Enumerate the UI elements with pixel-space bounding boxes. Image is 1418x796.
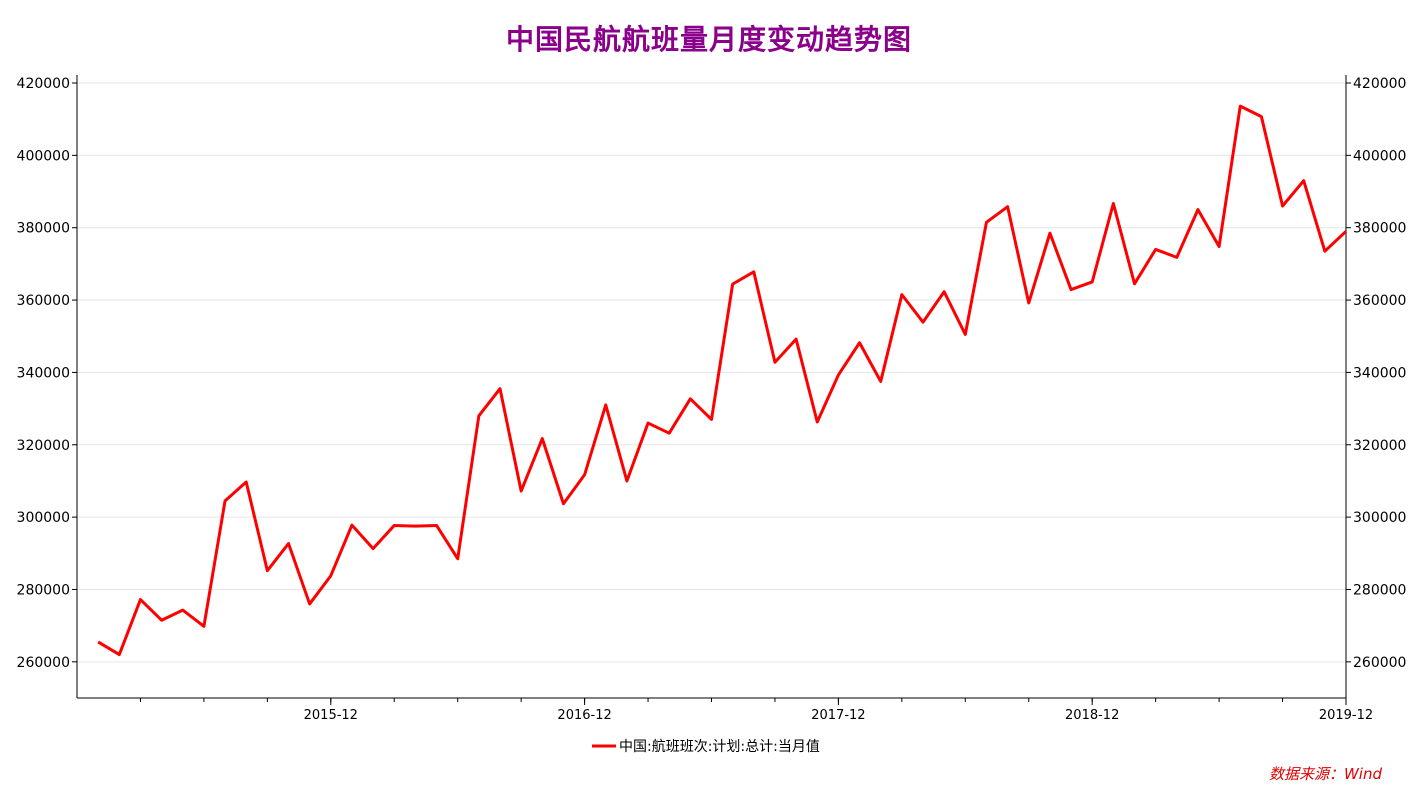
axes [76, 75, 1347, 699]
y-tick-label-left: 300000 [17, 510, 70, 526]
y-tick-label-right: 380000 [1353, 221, 1406, 237]
series-layer [97, 104, 1348, 657]
y-tick-label-left: 380000 [17, 221, 70, 237]
x-tick-label: 2017-12 [811, 708, 865, 723]
y-tick-label-left: 420000 [17, 76, 70, 92]
x-tick-label: 2018-12 [1065, 708, 1119, 723]
y-tick-label-right: 420000 [1353, 76, 1406, 92]
x-tick-label: 2016-12 [557, 708, 611, 723]
y-axis-right-ticks: 260000 280000 300000 320000 340000 360000 3800… [1346, 76, 1406, 671]
x-tick-label: 2015-12 [304, 708, 358, 723]
legend: 中国:航班班次:计划:总计:当月值 [592, 739, 820, 755]
y-tick-label-right: 320000 [1353, 438, 1406, 454]
series-line [97, 104, 1348, 657]
y-tick-label-left: 320000 [17, 438, 70, 454]
y-tick-label-right: 360000 [1353, 293, 1406, 309]
legend-label: 中国:航班班次:计划:总计:当月值 [619, 739, 820, 755]
y-tick-label-left: 360000 [17, 293, 70, 309]
y-tick-label-left: 340000 [17, 365, 70, 381]
x-tick-label: 2019-12 [1319, 708, 1373, 723]
y-tick-label-left: 280000 [17, 582, 70, 598]
grid-lines [77, 82, 1346, 663]
y-tick-label-right: 400000 [1353, 148, 1406, 164]
y-tick-label-right: 280000 [1353, 582, 1406, 598]
y-tick-label-left: 400000 [17, 148, 70, 164]
chart-title: 中国民航航班量月度变动趋势图 [505, 23, 912, 56]
y-tick-label-left: 260000 [17, 655, 70, 671]
y-tick-label-right: 300000 [1353, 510, 1406, 526]
y-tick-label-right: 260000 [1353, 655, 1406, 671]
y-axis-left-ticks: 260000 280000 300000 320000 340000 360000 3800… [17, 76, 77, 671]
data-source: 数据来源：Wind [1268, 765, 1382, 783]
x-axis-ticks: 2015-12 2016-12 2017-12 2018-12 2019-12 [139, 698, 1373, 723]
y-tick-label-right: 340000 [1353, 365, 1406, 381]
